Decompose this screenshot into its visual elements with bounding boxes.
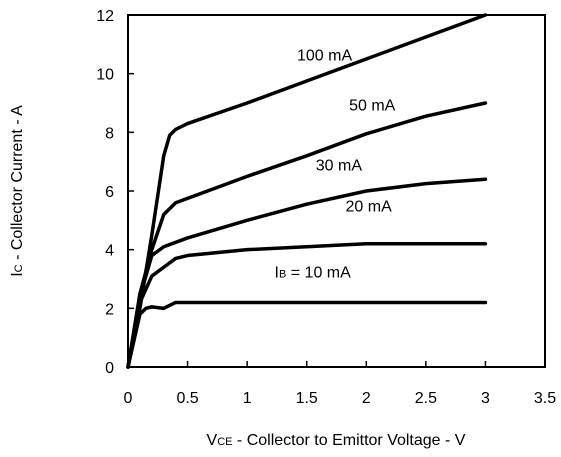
x-axis-title-rest: - Collector to Emittor Voltage - V — [232, 432, 465, 449]
series-line-4 — [126, 300, 488, 369]
x-tick-label: 3 — [481, 390, 490, 407]
x-tick-label: 3.5 — [534, 390, 556, 407]
y-tick-label: 0 — [105, 360, 114, 377]
series-label-0: 100 mA — [297, 47, 352, 64]
x-axis-title-sub: CE — [217, 436, 232, 448]
y-tick-label: 10 — [96, 67, 114, 84]
series-label-3: 20 mA — [346, 199, 393, 216]
y-axis-title-sub: C — [13, 264, 25, 272]
y-tick-label: 2 — [105, 301, 114, 318]
x-tick-label: 1 — [243, 390, 252, 407]
y-tick-label: 12 — [96, 8, 114, 25]
plot-frame — [127, 14, 546, 368]
series-label-1: 50 mA — [349, 97, 396, 114]
y-axis-title-rest: - Collector Current - A — [9, 105, 26, 264]
axis-ticks: 0 0.5 1 1.5 2 2.5 3 3.5 0 2 4 6 8 10 12 — [96, 8, 556, 407]
series-line-3 — [126, 242, 488, 369]
y-axis-title: IC - Collector Current - A — [9, 105, 26, 277]
x-tick-label: 0 — [124, 390, 133, 407]
series-line-1 — [126, 101, 488, 369]
x-axis-title: VCE - Collector to Emittor Voltage - V — [207, 432, 466, 449]
y-tick-label: 6 — [105, 184, 114, 201]
x-tick-label: 0.5 — [176, 390, 198, 407]
x-tick-label: 2 — [362, 390, 371, 407]
x-axis-title-main: V — [207, 432, 218, 449]
series-label-4: IB = 10 mA — [275, 265, 352, 282]
y-tick-label: 4 — [105, 243, 114, 260]
series-line-2 — [126, 177, 488, 369]
y-axis-title-main: I — [9, 272, 26, 276]
series-label-main: I — [275, 265, 279, 282]
curves — [126, 13, 488, 369]
x-tick-label: 2.5 — [415, 390, 437, 407]
y-tick-label: 8 — [105, 125, 114, 142]
series-label-2: 30 mA — [316, 157, 363, 174]
series-labels: 100 mA 50 mA 30 mA 20 mA IB = 10 mA — [275, 47, 396, 281]
series-label-sub: B — [279, 269, 286, 281]
series-label-rest: = 10 mA — [286, 265, 351, 282]
x-tick-label: 1.5 — [296, 390, 318, 407]
series-line-0 — [126, 13, 488, 369]
